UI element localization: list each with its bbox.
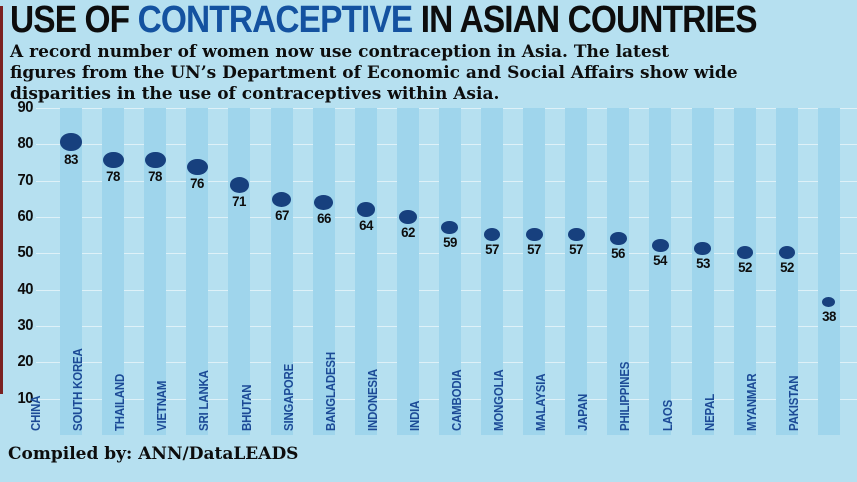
page-title: USE OF CONTRACEPTIVE IN ASIAN COUNTRIES [10, 0, 758, 41]
title-part-1: USE OF [10, 0, 138, 41]
data-dot-pakistan [822, 296, 836, 308]
value-label-mongolia: 57 [527, 241, 542, 258]
country-label-sri-lanka: SRI LANKA [196, 370, 212, 431]
value-label-cambodia: 57 [485, 241, 499, 258]
data-dot-sri-lanka [229, 177, 250, 193]
data-dot-singapore [314, 195, 333, 211]
data-dot-japan [609, 231, 627, 245]
country-column-indonesia [396, 108, 419, 435]
subtitle-line: disparities in the use of contraceptives… [10, 84, 500, 104]
y-axis-tick-20: 20 [17, 353, 34, 371]
y-axis-tick-60: 60 [17, 208, 34, 225]
data-dot-south-korea [102, 151, 124, 169]
value-label-pakistan: 38 [821, 307, 836, 324]
country-column-myanmar [775, 108, 798, 435]
left-accent-bar [0, 6, 3, 394]
title-part-accent: CONTRACEPTIVE [137, 0, 414, 41]
country-column-singapore [312, 108, 335, 435]
data-dot-cambodia [483, 227, 501, 242]
value-label-bangladesh: 64 [358, 216, 373, 233]
value-label-sri-lanka: 71 [232, 192, 247, 209]
data-dot-malaysia [567, 227, 585, 242]
country-column-south-korea [102, 108, 125, 435]
country-label-nepal: NEPAL [701, 393, 717, 431]
country-label-laos: LAOS [659, 399, 675, 431]
data-dot-thailand [144, 151, 166, 169]
country-label-malaysia: MALAYSIA [533, 373, 549, 431]
value-label-thailand: 78 [148, 168, 163, 185]
y-axis-tick-50: 50 [17, 244, 34, 262]
y-axis-tick-70: 70 [17, 171, 34, 189]
subtitle-line: A record number of women now use contrac… [10, 42, 670, 62]
country-column-laos [691, 108, 714, 435]
country-column-thailand [144, 108, 167, 435]
country-column-india [438, 108, 461, 435]
data-dot-vietnam [187, 158, 208, 176]
value-label-japan: 56 [611, 244, 626, 261]
country-label-pakistan: PAKISTAN [785, 375, 801, 431]
country-column-bangladesh [354, 108, 377, 435]
country-label-japan: JAPAN [575, 393, 591, 431]
y-axis-tick-10: 10 [17, 389, 34, 407]
country-column-cambodia [481, 108, 503, 435]
country-label-indonesia: INDONESIA [364, 369, 380, 431]
y-axis-tick-30: 30 [17, 317, 34, 334]
country-column-bhutan [270, 108, 293, 435]
value-label-south-korea: 78 [106, 168, 121, 185]
country-label-china: CHINA [28, 395, 43, 431]
country-label-philippines: PHILIPPINES [617, 361, 633, 431]
country-column-pakistan [817, 108, 840, 435]
value-label-myanmar: 52 [779, 258, 794, 275]
country-label-vietnam: VIETNAM [154, 380, 170, 431]
country-label-thailand: THAILAND [112, 373, 128, 431]
data-dot-bangladesh [356, 202, 375, 217]
country-label-cambodia: CAMBODIA [449, 369, 464, 431]
value-label-nepal: 52 [737, 258, 752, 275]
country-label-bhutan: BHUTAN [238, 384, 254, 431]
value-label-india: 59 [442, 234, 457, 251]
subtitle-line: figures from the UN’s Department of Econ… [10, 63, 738, 83]
value-label-vietnam: 76 [190, 175, 205, 192]
country-label-south-korea: SOUTH KOREA [70, 348, 86, 431]
country-column-malaysia [565, 108, 588, 435]
country-column-vietnam [186, 108, 209, 435]
data-dot-mongolia [525, 227, 543, 242]
country-label-mongolia: MONGOLIA [491, 369, 507, 431]
subtitle: A record number of women now use contrac… [10, 42, 738, 105]
title-part-2: IN ASIAN COUNTRIES [412, 0, 758, 41]
y-axis-tick-90: 90 [17, 99, 34, 116]
value-label-china: 83 [64, 150, 78, 167]
value-label-malaysia: 57 [569, 241, 584, 258]
country-label-myanmar: MYANMAR [743, 373, 759, 431]
country-column-mongolia [523, 108, 546, 435]
data-dot-myanmar [778, 246, 795, 259]
data-dot-china [60, 133, 82, 151]
country-column-japan [607, 108, 630, 435]
y-axis-tick-80: 80 [17, 135, 34, 153]
country-column-philippines [649, 108, 672, 435]
data-dot-nepal [736, 246, 753, 259]
value-label-bhutan: 67 [274, 206, 289, 223]
country-column-nepal [733, 108, 756, 435]
country-label-bangladesh: BANGLADESH [322, 352, 338, 431]
data-dot-laos [694, 242, 711, 256]
credit-line: Compiled by: ANN/DataLEADS [8, 444, 299, 464]
country-label-india: INDIA [406, 400, 422, 431]
country-column-china [60, 108, 82, 435]
value-label-singapore: 66 [316, 210, 331, 227]
data-dot-india [441, 220, 459, 235]
data-dot-indonesia [398, 209, 417, 224]
y-axis-tick-40: 40 [17, 280, 34, 298]
value-label-philippines: 54 [653, 251, 668, 268]
country-label-singapore: SINGAPORE [280, 363, 296, 431]
value-label-laos: 53 [695, 255, 710, 272]
value-label-indonesia: 62 [400, 223, 415, 240]
data-dot-philippines [652, 238, 669, 252]
data-dot-bhutan [272, 191, 291, 207]
